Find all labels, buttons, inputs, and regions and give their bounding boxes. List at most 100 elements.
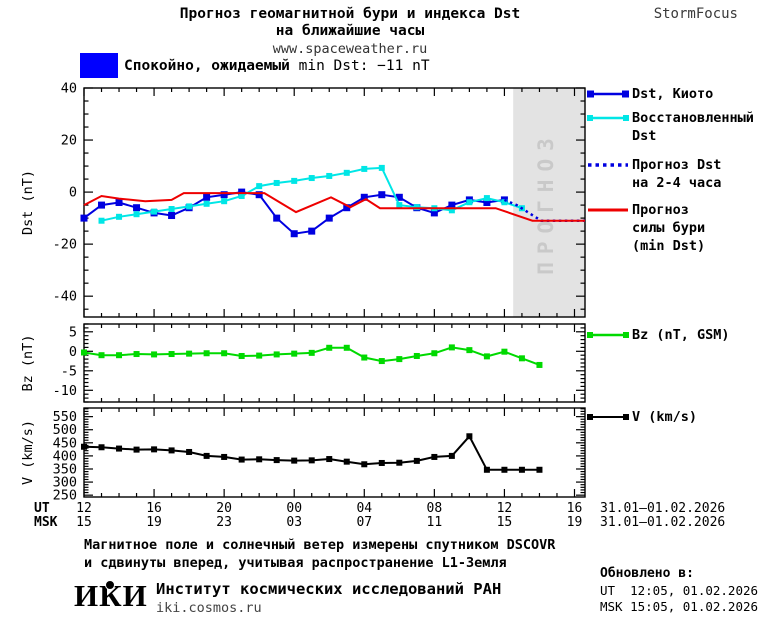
date-range-ut: 31.01–01.02.2026 [600,501,726,516]
y-axis-title: V (km/s) [20,420,36,485]
brand-label: StormFocus [653,6,738,22]
date-range-msk: 31.01–01.02.2026 [600,515,726,530]
series-marker [343,344,350,351]
series-marker [186,350,193,357]
series-marker [221,198,228,205]
y-tick-label: 300 [53,475,77,491]
series-marker [186,203,193,210]
x-tick-label-ut: 08 [426,501,443,516]
legend-item-restored-dst: Восстановленный Dst [586,109,758,145]
x-tick-label-msk: 19 [566,515,583,530]
series-marker [430,209,438,217]
x-tick-label-msk: 11 [426,515,443,530]
iki-logo-dot-icon [105,580,115,590]
series-marker [238,456,245,463]
series-marker [396,459,403,466]
y-axis-title: Dst (nT) [20,170,36,235]
legend-item-dst-forecast: Прогноз Dst на 2-4 часа [586,156,758,192]
legend-item-dst-kyoto: Dst, Киото [586,85,758,103]
series-marker [343,458,350,465]
x-tick-label-msk: 23 [216,515,232,530]
x-tick-label-ut: 12 [76,501,92,516]
series-marker [326,456,333,463]
series-marker [431,453,438,460]
series-marker [98,352,105,359]
series-marker [308,227,316,235]
series-marker [256,183,263,190]
series-marker [133,351,140,358]
status-text: Спокойно, ожидаемый min Dst: −11 nT [124,58,430,74]
series-marker [116,213,123,220]
page-title: Прогноз геомагнитной бури и индекса Dst … [120,6,580,58]
series-marker [273,179,280,186]
bz-marker-icon [587,332,629,338]
series-marker [361,461,368,468]
updated-at-title: Обновлено в: [600,566,694,581]
status-text-bold: Спокойно, ожидаемый [124,58,299,74]
series-marker [396,202,403,209]
updated-at-msk: MSK 15:05, 01.02.2026 [600,599,759,614]
series-marker [361,354,368,361]
y-tick-label: 450 [53,435,77,451]
series-marker [378,358,385,365]
y-tick-label: 400 [53,448,77,464]
series-marker [81,349,87,356]
x-axis-row-ut-label: UT [34,501,50,516]
series-marker [80,214,88,222]
series-marker [413,204,420,211]
y-tick-label: -20 [53,237,77,253]
series-marker [448,452,455,459]
y-tick-label: 20 [61,133,77,149]
institute-name: Институт космических исследований РАН [156,580,502,598]
series-marker [518,466,525,473]
series-marker [133,211,140,218]
series-marker [81,443,87,450]
x-tick-label-ut: 20 [216,501,232,516]
y-tick-label: 0 [69,185,77,201]
series-marker [395,193,403,201]
y-tick-label: 550 [53,409,77,425]
series-marker [256,352,263,359]
series-marker [483,199,491,206]
plot-frame [83,407,586,498]
series-marker [221,453,228,460]
series-marker [220,191,228,199]
series-marker [361,165,368,172]
x-tick-label-msk: 15 [76,515,92,530]
series-marker [378,459,385,466]
legend-label: Dst, Киото [632,86,714,102]
series-marker [186,448,193,455]
series-marker [98,201,106,209]
dst-kyoto-marker-icon [587,90,629,98]
y-tick-label: 0 [69,344,77,360]
series-marker [116,352,123,359]
series-marker [308,175,315,182]
legend-label: Bz (nT, GSM) [632,327,730,343]
legend-item-v: V (km/s) [586,408,758,426]
series-marker [151,446,158,453]
series-marker [378,191,386,199]
data-source-note-line1: Магнитное поле и солнечный ветер измерен… [84,537,556,553]
title-line-1: Прогноз геомагнитной бури и индекса Dst [179,6,521,22]
series-marker [343,169,350,176]
title-line-2: на ближайшие часы [275,23,425,39]
site-url: www.spaceweather.ru [272,41,428,57]
forecast-band-label: ПРОГНОЗ [534,130,558,275]
series-marker [255,191,263,199]
x-tick-label-msk: 15 [496,515,513,530]
series-marker [203,452,210,459]
series-marker [133,204,141,212]
series-marker [151,351,158,358]
series-marker [378,164,385,171]
y-tick-label: 40 [61,81,77,97]
y-tick-label: -40 [53,289,77,305]
series-marker [203,350,210,357]
series-marker [273,457,280,464]
series-marker [98,444,105,451]
series-marker [501,348,508,355]
series-marker [413,352,420,359]
series-marker [518,355,525,362]
series-marker [273,351,280,358]
